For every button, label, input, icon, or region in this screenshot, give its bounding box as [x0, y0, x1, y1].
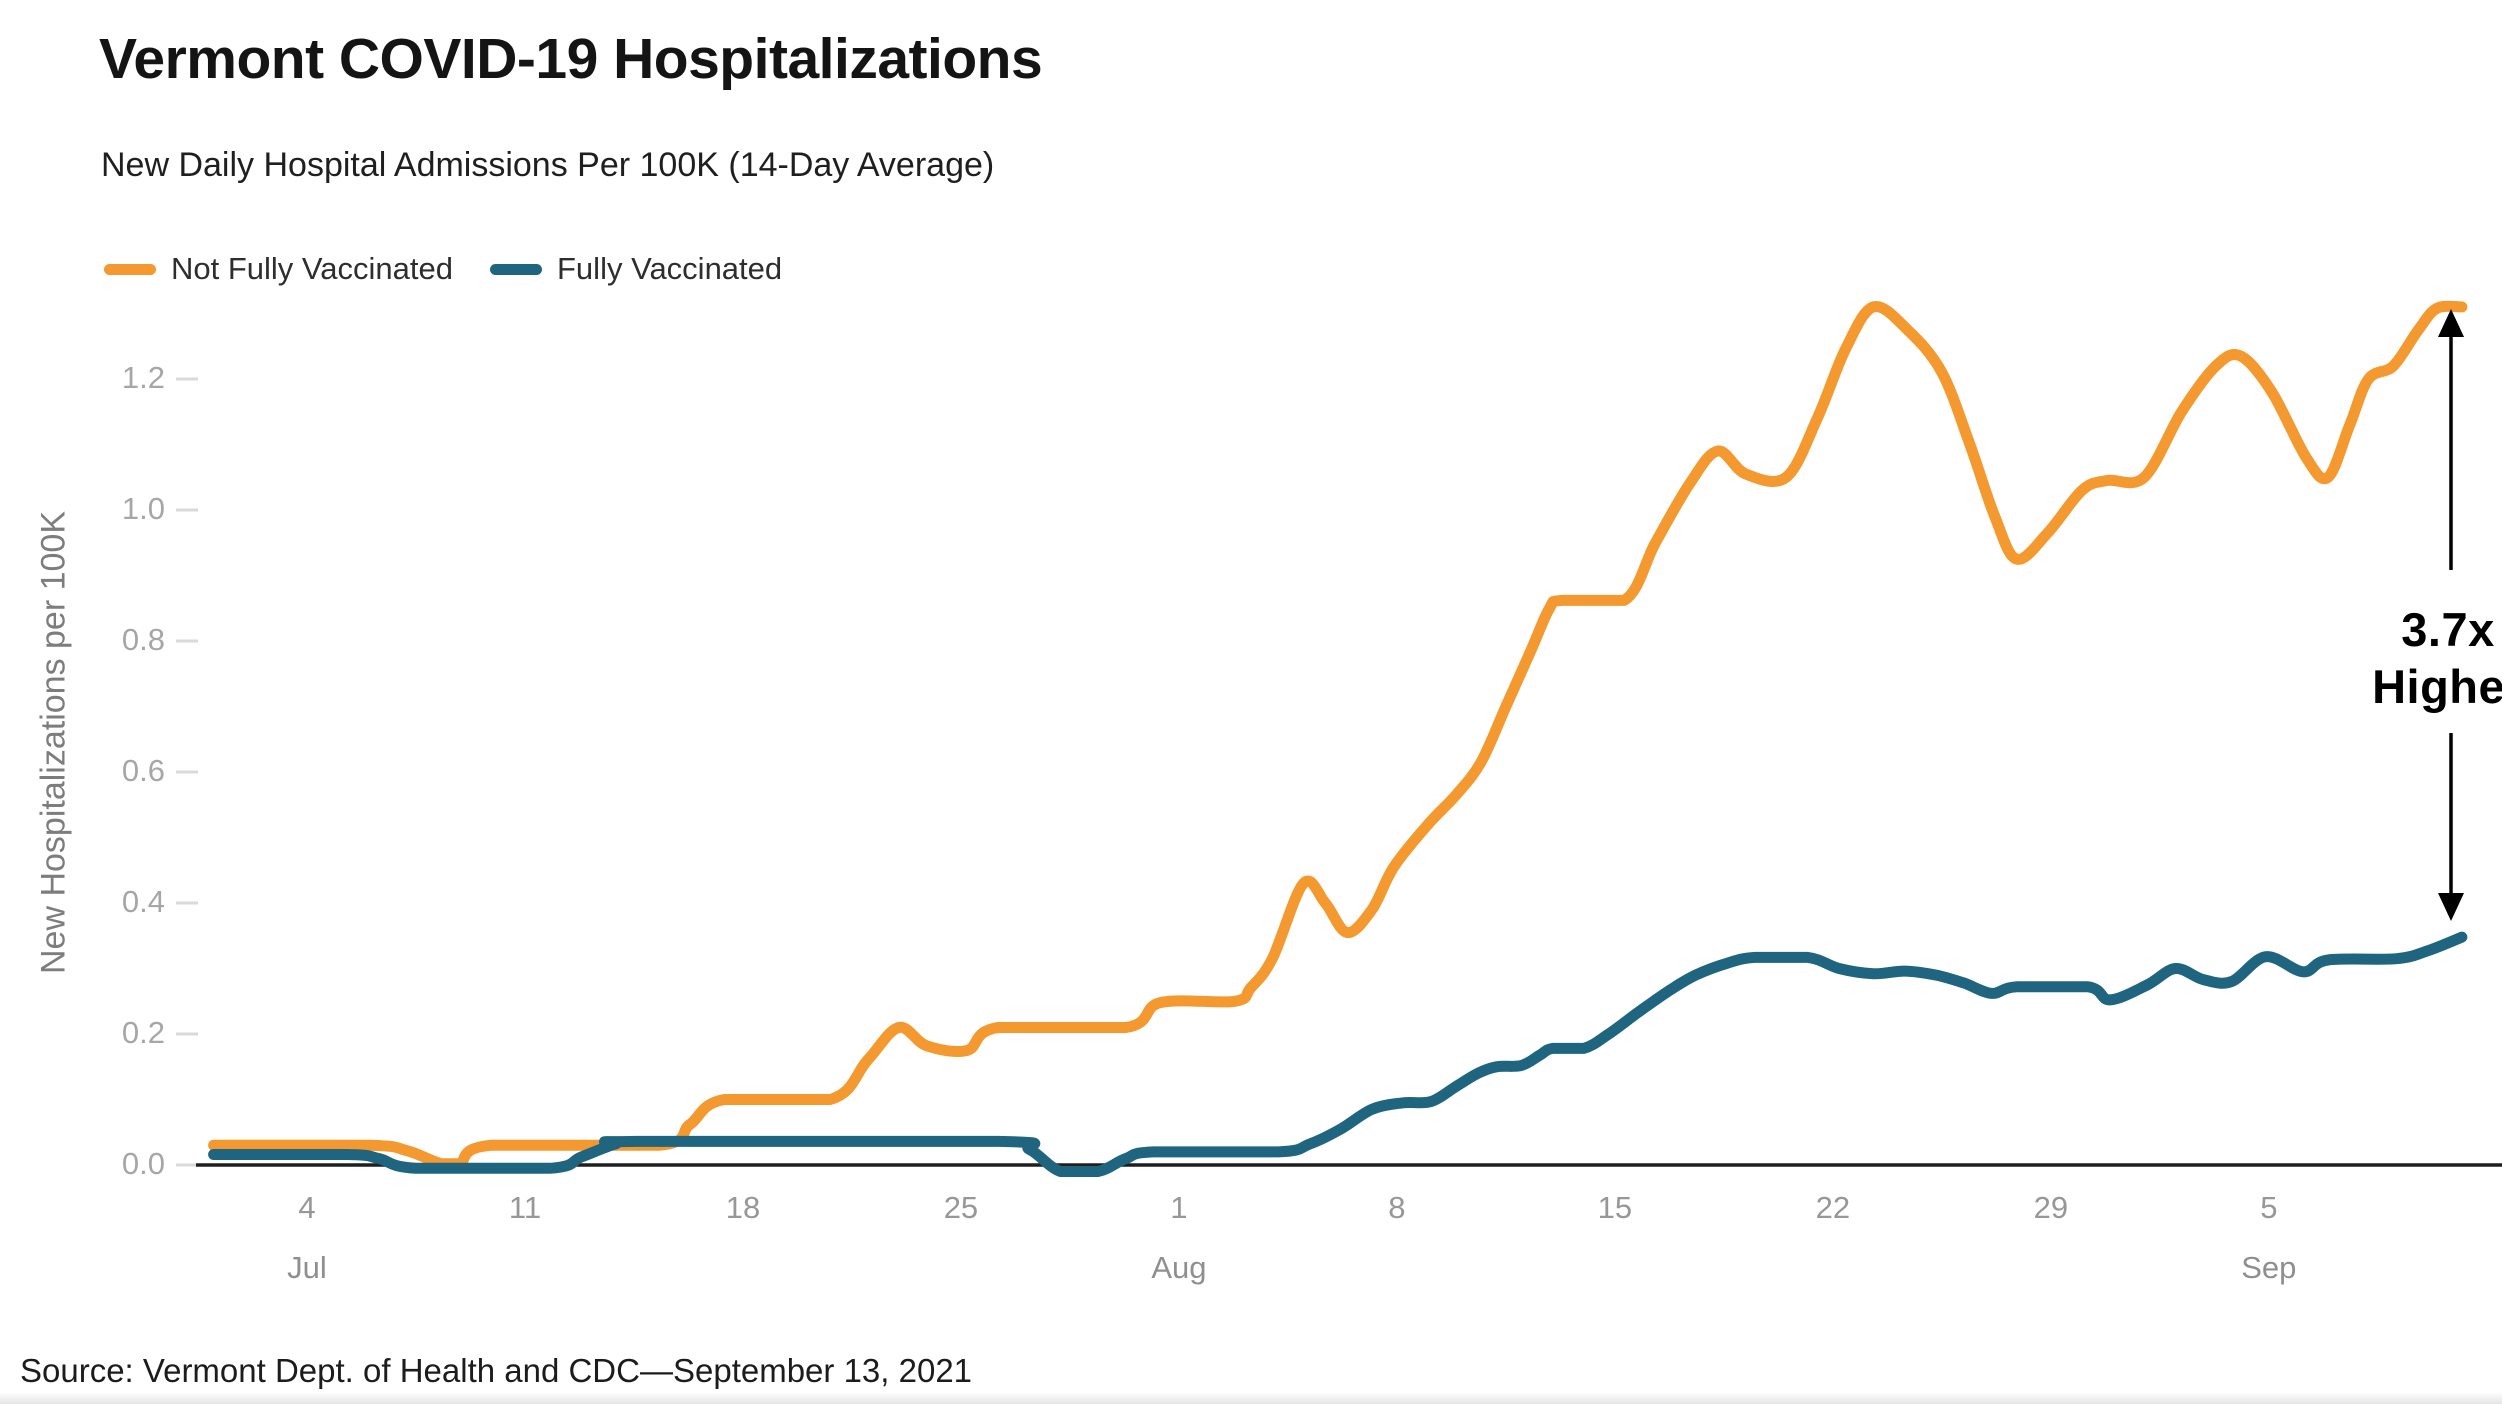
- legend-item-fully-vaccinated: Fully Vaccinated: [490, 251, 782, 287]
- x-tick-label: 8: [1388, 1190, 1406, 1225]
- y-tick-label: 0.8: [121, 622, 165, 657]
- x-tick-label: 18: [725, 1190, 761, 1225]
- legend-item-not-fully-vaccinated: Not Fully Vaccinated: [104, 251, 453, 287]
- arrow-up-icon: [2438, 309, 2464, 337]
- y-tick-label: 1.0: [121, 491, 165, 526]
- legend-swatch-teal-icon: [490, 263, 542, 275]
- ratio-annotation-value: 3.7x: [2401, 603, 2495, 656]
- y-tick-label: 1.2: [121, 360, 165, 395]
- y-tick-label: 0.6: [121, 753, 165, 788]
- ratio-annotation: 3.7x Higher: [2352, 601, 2502, 716]
- legend-swatch-orange-icon: [104, 263, 156, 275]
- x-tick-label: 1: [1170, 1190, 1188, 1225]
- x-month-label: Sep: [2241, 1250, 2297, 1285]
- page-subtitle: New Daily Hospital Admissions Per 100K (…: [101, 146, 995, 184]
- page-title: Vermont COVID-19 Hospitalizations: [99, 27, 1043, 91]
- y-tick-label: 0.0: [121, 1146, 165, 1181]
- source-note: Source: Vermont Dept. of Health and CDC—…: [20, 1352, 973, 1389]
- x-tick-label: 5: [2260, 1190, 2278, 1225]
- y-tick-label: 0.4: [121, 884, 165, 919]
- series-line-not-fully-vaccinated: [208, 300, 2468, 1170]
- x-month-label: Jul: [287, 1250, 327, 1285]
- x-tick-label: 25: [943, 1190, 979, 1225]
- legend-label: Fully Vaccinated: [557, 251, 783, 286]
- x-tick-label: 29: [2033, 1190, 2069, 1225]
- x-tick-label: 11: [508, 1190, 542, 1225]
- x-tick-label: 22: [1815, 1190, 1851, 1225]
- legend: Not Fully Vaccinated Fully Vaccinated: [104, 251, 782, 287]
- legend-label: Not Fully Vaccinated: [171, 251, 453, 286]
- ratio-annotation-word: Higher: [2372, 660, 2502, 714]
- y-tick-label: 0.2: [121, 1015, 165, 1050]
- x-tick-label: 15: [1597, 1190, 1633, 1225]
- arrow-down-icon: [2438, 893, 2464, 921]
- series-line-fully-vaccinated: [208, 931, 2468, 1177]
- x-month-label: Aug: [1151, 1250, 1207, 1285]
- bottom-edge-divider: [0, 1392, 2502, 1404]
- x-tick-label: 4: [298, 1190, 316, 1225]
